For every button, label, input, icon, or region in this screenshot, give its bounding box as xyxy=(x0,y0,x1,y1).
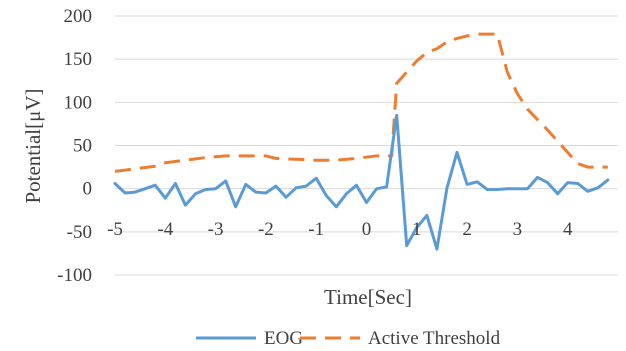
y-tick-label: -50 xyxy=(67,222,92,243)
x-axis-title: Time[Sec] xyxy=(324,285,412,309)
y-tick-label: 100 xyxy=(64,92,93,113)
x-tick-label: 0 xyxy=(362,219,372,240)
gridlines xyxy=(115,15,618,276)
x-tick-labels: -5 -4 -3 -2 -1 0 1 2 3 4 xyxy=(107,219,573,240)
y-tick-label: 150 xyxy=(64,49,93,70)
y-tick-label: 200 xyxy=(64,6,93,27)
y-tick-label: 50 xyxy=(73,136,92,157)
y-tick-label: -100 xyxy=(57,265,92,286)
x-tick-label: 3 xyxy=(513,219,523,240)
x-tick-label: 4 xyxy=(563,219,573,240)
y-axis-title: Potential[μV] xyxy=(21,88,45,203)
x-tick-label: -2 xyxy=(258,219,274,240)
x-tick-label: -3 xyxy=(208,219,224,240)
y-tick-label: 0 xyxy=(83,179,93,200)
series-lines xyxy=(113,32,610,251)
x-tick-label: 2 xyxy=(462,219,472,240)
legend-label-active-threshold: Active Threshold xyxy=(368,328,501,349)
x-tick-label: 1 xyxy=(412,219,422,240)
series-line-active-threshold xyxy=(114,32,608,173)
x-tick-label: -1 xyxy=(308,219,324,240)
legend: EOG Active Threshold xyxy=(196,328,501,349)
legend-label-eog: EOG xyxy=(264,328,303,349)
x-tick-label: -4 xyxy=(157,219,173,240)
x-tick-label: -5 xyxy=(107,219,123,240)
series-line-eog xyxy=(113,113,610,251)
y-tick-labels: 200 150 100 50 0 -50 -100 xyxy=(57,6,92,286)
